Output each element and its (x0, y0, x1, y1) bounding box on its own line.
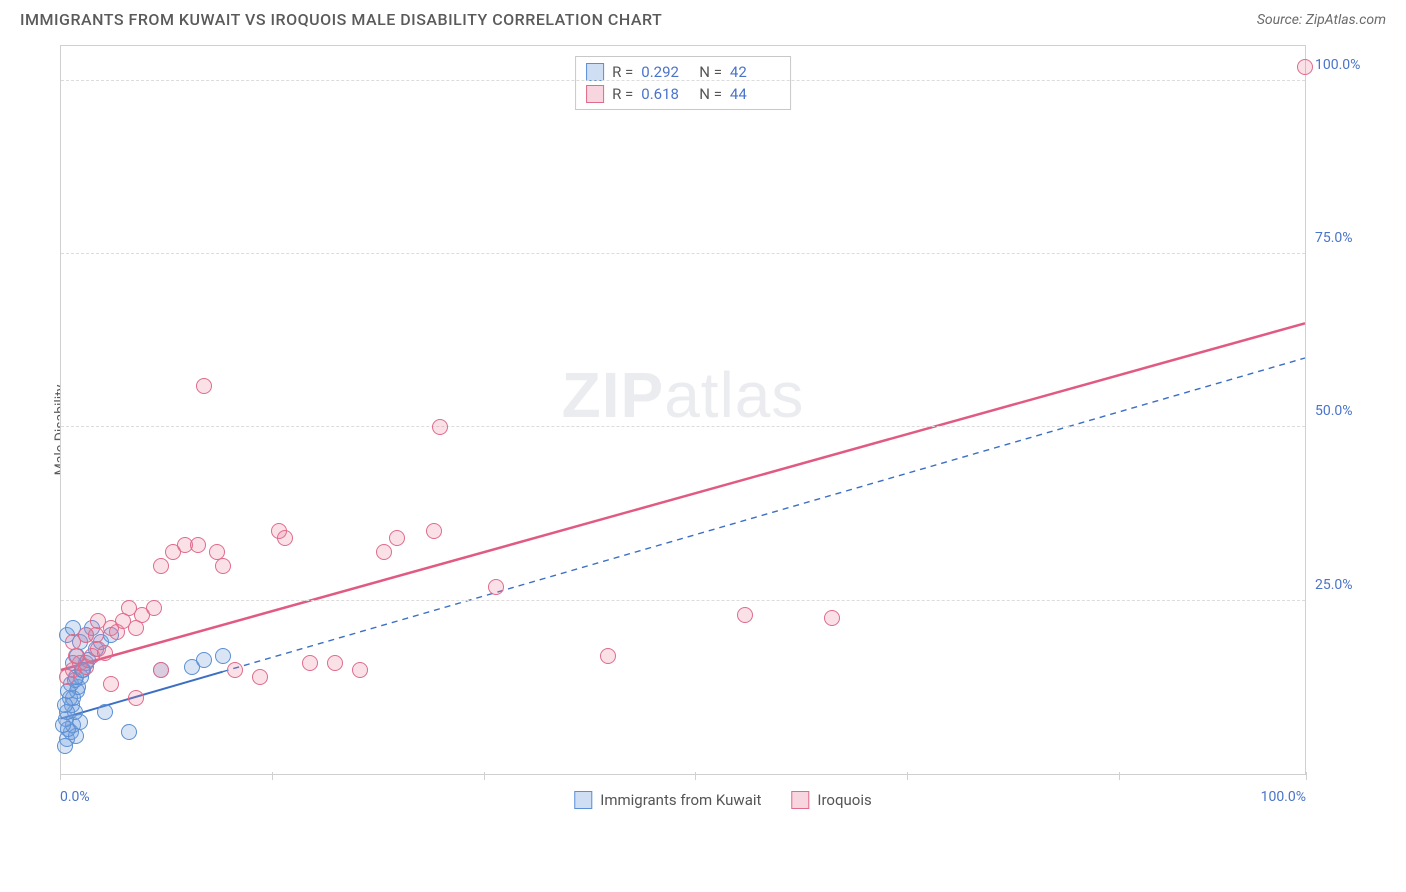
scatter-point (88, 627, 104, 643)
stats-r-label: R = (612, 63, 633, 81)
legend-swatch (586, 85, 604, 103)
scatter-point (488, 579, 504, 595)
stats-r-value: 0.292 (641, 63, 691, 81)
scatter-point (196, 652, 212, 668)
scatter-point (153, 662, 169, 678)
x-tick-mark (695, 772, 696, 780)
x-tick-mark (907, 772, 908, 780)
scatter-point (302, 655, 318, 671)
stats-n-label: N = (699, 63, 722, 81)
scatter-point (55, 717, 71, 733)
scatter-point (68, 648, 84, 664)
x-tick-label: 0.0% (60, 789, 90, 805)
scatter-point (196, 378, 212, 394)
scatter-point (57, 697, 73, 713)
scatter-point (1297, 59, 1313, 75)
scatter-point (215, 558, 231, 574)
scatter-point (60, 683, 76, 699)
legend-swatch (586, 63, 604, 81)
legend-label: Iroquois (817, 791, 871, 809)
scatter-point (600, 648, 616, 664)
gridline-h (61, 253, 1305, 254)
stats-n-label: N = (699, 85, 722, 103)
scatter-point (227, 662, 243, 678)
x-tick-label: 100.0% (1261, 789, 1306, 805)
chart-container: Male Disability ZIPatlas R =0.292N =42R … (60, 35, 1386, 825)
trend-line-solid (61, 323, 1305, 670)
stats-r-value: 0.618 (641, 85, 691, 103)
gridline-h (61, 600, 1305, 601)
scatter-point (252, 669, 268, 685)
x-tick-mark (272, 772, 273, 780)
plot-area: ZIPatlas R =0.292N =42R =0.618N =44 25.0… (60, 45, 1306, 775)
source-attribution: Source: ZipAtlas.com (1257, 12, 1386, 28)
trend-line-dashed (223, 358, 1305, 672)
x-tick-mark (484, 772, 485, 780)
y-tick-label: 100.0% (1315, 57, 1375, 73)
chart-title: IMMIGRANTS FROM KUWAIT VS IROQUOIS MALE … (20, 10, 662, 29)
scatter-point (737, 607, 753, 623)
legend-item: Immigrants from Kuwait (574, 791, 761, 809)
scatter-point (153, 558, 169, 574)
scatter-point (824, 610, 840, 626)
scatter-point (327, 655, 343, 671)
stats-n-value: 44 (730, 85, 780, 103)
scatter-point (97, 704, 113, 720)
scatter-point (190, 537, 206, 553)
legend-item: Iroquois (791, 791, 871, 809)
scatter-point (146, 600, 162, 616)
gridline-h (61, 426, 1305, 427)
legend-swatch (574, 791, 592, 809)
stats-legend-box: R = 0.292 N = 42 R = 0.618 N = 44 (575, 56, 791, 110)
scatter-point (128, 620, 144, 636)
scatter-point (376, 544, 392, 560)
scatter-point (97, 645, 113, 661)
stats-row: R = 0.618 N = 44 (586, 83, 780, 105)
scatter-point (277, 530, 293, 546)
legend-swatch (791, 791, 809, 809)
scatter-point (389, 530, 405, 546)
y-tick-label: 75.0% (1315, 230, 1375, 246)
scatter-point (128, 690, 144, 706)
scatter-point (432, 419, 448, 435)
x-tick-mark (60, 772, 61, 780)
scatter-point (352, 662, 368, 678)
stats-r-label: R = (612, 85, 633, 103)
scatter-point (57, 738, 73, 754)
scatter-point (121, 724, 137, 740)
x-tick-mark (1119, 772, 1120, 780)
y-tick-label: 25.0% (1315, 577, 1375, 593)
x-tick-mark (1306, 772, 1307, 780)
legend-label: Immigrants from Kuwait (600, 791, 761, 809)
scatter-point (103, 676, 119, 692)
trend-lines-layer (61, 46, 1305, 774)
y-tick-label: 50.0% (1315, 403, 1375, 419)
bottom-legend: Immigrants from Kuwait Iroquois (574, 791, 871, 809)
scatter-point (426, 523, 442, 539)
gridline-h (61, 80, 1305, 81)
scatter-point (215, 648, 231, 664)
chart-header: IMMIGRANTS FROM KUWAIT VS IROQUOIS MALE … (0, 0, 1406, 35)
stats-n-value: 42 (730, 63, 780, 81)
